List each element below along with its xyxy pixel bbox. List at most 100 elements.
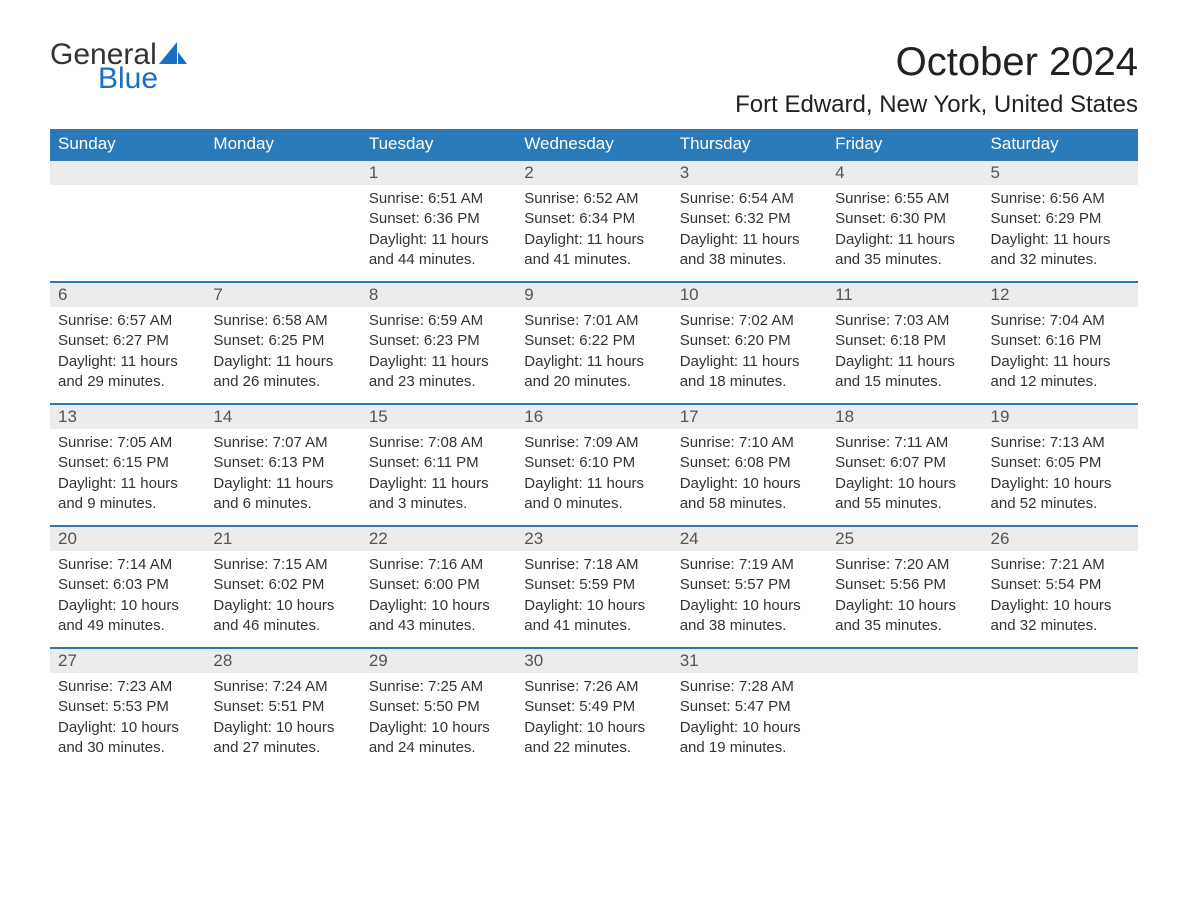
sunrise-line: Sunrise: 6:58 AM: [213, 311, 352, 331]
daylight-line: Daylight: 11 hours and 12 minutes.: [991, 352, 1130, 393]
day-details: Sunrise: 7:05 AMSunset: 6:15 PMDaylight:…: [50, 429, 205, 522]
calendar-day-cell: 14Sunrise: 7:07 AMSunset: 6:13 PMDayligh…: [205, 404, 360, 526]
day-number: 20: [50, 527, 205, 551]
sunset-line: Sunset: 5:50 PM: [369, 697, 508, 717]
calendar-day-cell: 6Sunrise: 6:57 AMSunset: 6:27 PMDaylight…: [50, 282, 205, 404]
day-details: Sunrise: 6:51 AMSunset: 6:36 PMDaylight:…: [361, 185, 516, 278]
day-number: 6: [50, 283, 205, 307]
day-number: 21: [205, 527, 360, 551]
day-number: 28: [205, 649, 360, 673]
sunrise-line: Sunrise: 7:11 AM: [835, 433, 974, 453]
weekday-header: Friday: [827, 129, 982, 160]
calendar-empty-cell: [827, 648, 982, 770]
calendar-day-cell: 23 Sunrise: 7:18 AMSunset: 5:59 PMDayligh…: [516, 526, 671, 648]
day-details: Sunrise: 7:09 AMSunset: 6:10 PMDaylight:…: [516, 429, 671, 522]
day-number: 31: [672, 649, 827, 673]
sunrise-line: Sunrise: 7:05 AM: [58, 433, 197, 453]
day-details: Sunrise: 7:11 AMSunset: 6:07 PMDaylight:…: [827, 429, 982, 522]
calendar-day-cell: 18Sunrise: 7:11 AMSunset: 6:07 PMDayligh…: [827, 404, 982, 526]
day-details: Sunrise: 7:23 AMSunset: 5:53 PMDaylight:…: [50, 673, 205, 766]
day-details: Sunrise: 7:15 AMSunset: 6:02 PMDaylight:…: [205, 551, 360, 644]
day-number: 4: [827, 161, 982, 185]
day-details: Sunrise: 6:58 AMSunset: 6:25 PMDaylight:…: [205, 307, 360, 400]
day-details: Sunrise: 7:25 AMSunset: 5:50 PMDaylight:…: [361, 673, 516, 766]
day-details: Sunrise: 6:52 AMSunset: 6:34 PMDaylight:…: [516, 185, 671, 278]
sunset-line: Sunset: 6:00 PM: [369, 575, 508, 595]
day-number: 7: [205, 283, 360, 307]
day-number: 17: [672, 405, 827, 429]
day-details: Sunrise: 6:56 AMSunset: 6:29 PMDaylight:…: [983, 185, 1138, 278]
day-number: 29: [361, 649, 516, 673]
calendar-empty-cell: [205, 160, 360, 282]
day-details: Sunrise: 6:54 AMSunset: 6:32 PMDaylight:…: [672, 185, 827, 278]
daylight-line: Daylight: 10 hours and 30 minutes.: [58, 718, 197, 759]
day-details: Sunrise: 7:07 AMSunset: 6:13 PMDaylight:…: [205, 429, 360, 522]
day-number: 24: [672, 527, 827, 551]
daylight-line: Daylight: 11 hours and 3 minutes.: [369, 474, 508, 515]
day-details: Sunrise: 7:20 AMSunset: 5:56 PMDaylight:…: [827, 551, 982, 644]
calendar-day-cell: 17Sunrise: 7:10 AMSunset: 6:08 PMDayligh…: [672, 404, 827, 526]
daylight-line: Daylight: 11 hours and 32 minutes.: [991, 230, 1130, 271]
calendar-day-cell: 9Sunrise: 7:01 AMSunset: 6:22 PMDaylight…: [516, 282, 671, 404]
sunrise-line: Sunrise: 7:20 AM: [835, 555, 974, 575]
day-number: 30: [516, 649, 671, 673]
sunrise-line: Sunrise: 6:51 AM: [369, 189, 508, 209]
sunset-line: Sunset: 5:59 PM: [524, 575, 663, 595]
calendar-day-cell: 10Sunrise: 7:02 AMSunset: 6:20 PMDayligh…: [672, 282, 827, 404]
day-details: Sunrise: 7:10 AMSunset: 6:08 PMDaylight:…: [672, 429, 827, 522]
daylight-line: Daylight: 10 hours and 52 minutes.: [991, 474, 1130, 515]
sunrise-line: Sunrise: 6:56 AM: [991, 189, 1130, 209]
day-number: 25: [827, 527, 982, 551]
sunrise-line: Sunrise: 7:18 AM: [524, 555, 663, 575]
header: General Blue October 2024 Fort Edward, N…: [50, 40, 1138, 119]
sunrise-line: Sunrise: 7:13 AM: [991, 433, 1130, 453]
daylight-line: Daylight: 10 hours and 27 minutes.: [213, 718, 352, 759]
day-number: 23: [516, 527, 671, 551]
sunrise-line: Sunrise: 6:57 AM: [58, 311, 197, 331]
calendar-day-cell: 28Sunrise: 7:24 AMSunset: 5:51 PMDayligh…: [205, 648, 360, 770]
calendar-day-cell: 16Sunrise: 7:09 AMSunset: 6:10 PMDayligh…: [516, 404, 671, 526]
day-details: Sunrise: 6:57 AMSunset: 6:27 PMDaylight:…: [50, 307, 205, 400]
calendar-day-cell: 31Sunrise: 7:28 AMSunset: 5:47 PMDayligh…: [672, 648, 827, 770]
sunrise-line: Sunrise: 7:01 AM: [524, 311, 663, 331]
calendar-day-cell: 19Sunrise: 7:13 AMSunset: 6:05 PMDayligh…: [983, 404, 1138, 526]
daylight-line: Daylight: 10 hours and 46 minutes.: [213, 596, 352, 637]
calendar-day-cell: 5Sunrise: 6:56 AMSunset: 6:29 PMDaylight…: [983, 160, 1138, 282]
location-subtitle: Fort Edward, New York, United States: [735, 91, 1138, 119]
calendar-day-cell: 15Sunrise: 7:08 AMSunset: 6:11 PMDayligh…: [361, 404, 516, 526]
sunset-line: Sunset: 5:57 PM: [680, 575, 819, 595]
sunrise-line: Sunrise: 7:26 AM: [524, 677, 663, 697]
day-number: 1: [361, 161, 516, 185]
calendar-day-cell: 12Sunrise: 7:04 AMSunset: 6:16 PMDayligh…: [983, 282, 1138, 404]
daylight-line: Daylight: 10 hours and 41 minutes.: [524, 596, 663, 637]
daylight-line: Daylight: 11 hours and 44 minutes.: [369, 230, 508, 271]
day-number: 14: [205, 405, 360, 429]
sunset-line: Sunset: 6:11 PM: [369, 453, 508, 473]
calendar-week-row: 27Sunrise: 7:23 AMSunset: 5:53 PMDayligh…: [50, 648, 1138, 770]
day-details: Sunrise: 6:55 AMSunset: 6:30 PMDaylight:…: [827, 185, 982, 278]
daylight-line: Daylight: 11 hours and 0 minutes.: [524, 474, 663, 515]
calendar-day-cell: 4Sunrise: 6:55 AMSunset: 6:30 PMDaylight…: [827, 160, 982, 282]
daylight-line: Daylight: 11 hours and 29 minutes.: [58, 352, 197, 393]
sunset-line: Sunset: 6:20 PM: [680, 331, 819, 351]
sunrise-line: Sunrise: 7:03 AM: [835, 311, 974, 331]
day-number: 22: [361, 527, 516, 551]
daylight-line: Daylight: 11 hours and 20 minutes.: [524, 352, 663, 393]
sunset-line: Sunset: 6:23 PM: [369, 331, 508, 351]
sunset-line: Sunset: 6:02 PM: [213, 575, 352, 595]
day-number: 5: [983, 161, 1138, 185]
calendar-week-row: 20Sunrise: 7:14 AMSunset: 6:03 PMDayligh…: [50, 526, 1138, 648]
calendar-day-cell: 22Sunrise: 7:16 AMSunset: 6:00 PMDayligh…: [361, 526, 516, 648]
day-number: 16: [516, 405, 671, 429]
day-number: [50, 161, 205, 185]
day-details: Sunrise: 7:01 AMSunset: 6:22 PMDaylight:…: [516, 307, 671, 400]
day-number: [205, 161, 360, 185]
sunset-line: Sunset: 6:13 PM: [213, 453, 352, 473]
sunset-line: Sunset: 5:51 PM: [213, 697, 352, 717]
page-title: October 2024: [735, 40, 1138, 85]
weekday-header: Tuesday: [361, 129, 516, 160]
sunset-line: Sunset: 6:03 PM: [58, 575, 197, 595]
sunset-line: Sunset: 6:25 PM: [213, 331, 352, 351]
daylight-line: Daylight: 11 hours and 9 minutes.: [58, 474, 197, 515]
calendar-day-cell: 26Sunrise: 7:21 AMSunset: 5:54 PMDayligh…: [983, 526, 1138, 648]
